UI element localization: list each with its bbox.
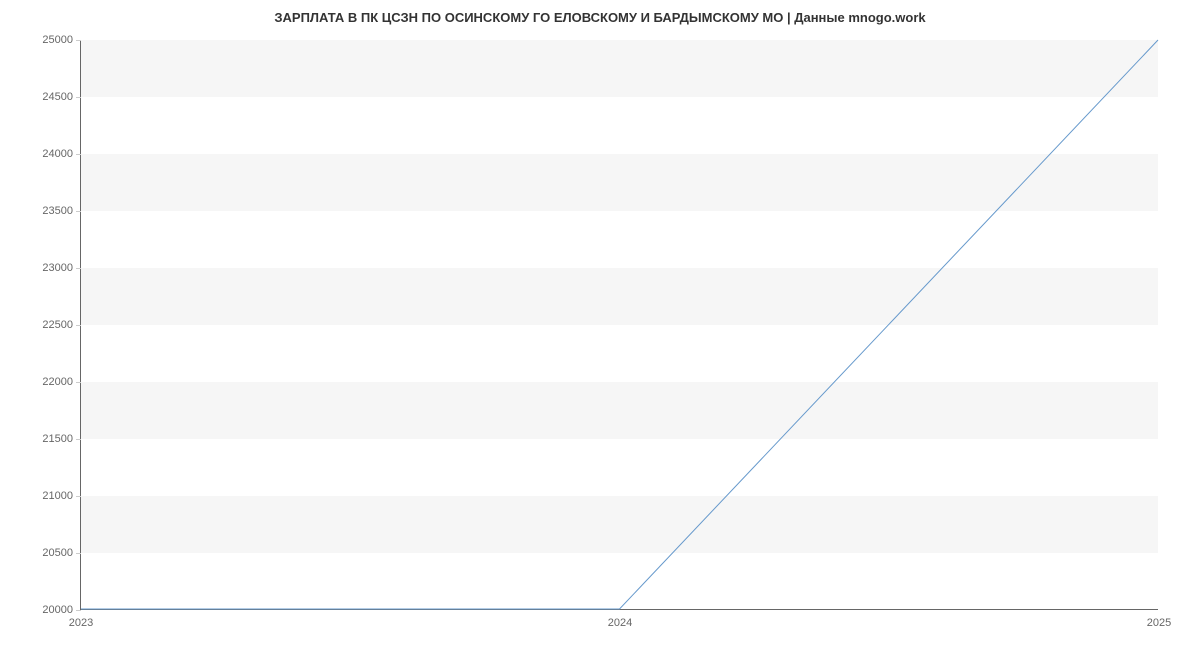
y-tick-mark: [76, 40, 81, 41]
line-layer: [81, 40, 1158, 609]
series-line: [81, 40, 1158, 609]
x-tick-label: 2024: [608, 609, 632, 629]
x-tick-label: 2023: [69, 609, 93, 629]
y-tick-mark: [76, 154, 81, 155]
y-tick-mark: [76, 382, 81, 383]
chart-title: ЗАРПЛАТА В ПК ЦСЗН ПО ОСИНСКОМУ ГО ЕЛОВС…: [0, 10, 1200, 25]
y-tick-mark: [76, 97, 81, 98]
y-tick-mark: [76, 496, 81, 497]
y-tick-mark: [76, 211, 81, 212]
x-tick-label: 2025: [1147, 609, 1171, 629]
plot-area: 2000020500210002150022000225002300023500…: [80, 40, 1158, 610]
y-tick-mark: [76, 439, 81, 440]
salary-chart: ЗАРПЛАТА В ПК ЦСЗН ПО ОСИНСКОМУ ГО ЕЛОВС…: [0, 0, 1200, 650]
y-tick-mark: [76, 553, 81, 554]
y-tick-mark: [76, 325, 81, 326]
y-tick-mark: [76, 268, 81, 269]
